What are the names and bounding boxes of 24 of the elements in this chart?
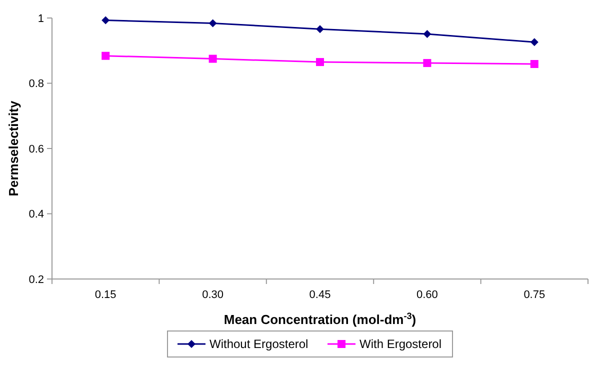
point [530,38,538,46]
point [208,19,217,28]
point [208,54,217,63]
x-tick-label: 0.75 [524,289,546,301]
x-axis-title: Mean Concentration (mol-dm$^{-3}$) [224,311,416,327]
y-tick-label: 1 [38,12,44,25]
y-tick-label: 0.6 [28,143,44,156]
y-tick-label: 0.8 [28,78,44,90]
legend-label: With Ergosterol [360,337,442,352]
y-tick-label: 0.2 [28,274,44,286]
y-axis-title: Permselectivity [6,100,21,196]
point [316,58,324,66]
y-tick-label: 0.4 [28,208,44,221]
x-tick-label: 0.60 [416,289,438,301]
point [423,30,432,38]
x-tick-label: 0.45 [309,289,331,301]
x-tick-label: 0.30 [202,289,224,301]
x-tick-label: 0.15 [94,289,116,301]
point [423,59,432,68]
point [530,60,538,68]
point [102,52,110,60]
point [316,25,324,34]
legend-label: Without Ergosterol [210,337,308,352]
point [102,16,110,24]
